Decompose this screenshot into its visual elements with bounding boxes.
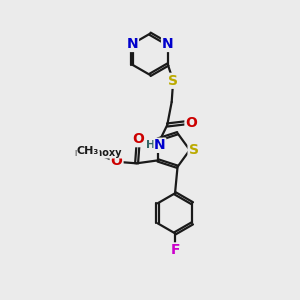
Text: O: O <box>111 154 122 168</box>
Text: O: O <box>133 132 145 146</box>
Text: F: F <box>170 243 180 257</box>
Text: methoxy: methoxy <box>74 148 122 158</box>
Text: CH₃: CH₃ <box>77 146 99 156</box>
Text: S: S <box>168 74 178 88</box>
Text: S: S <box>189 143 199 157</box>
Text: N: N <box>162 37 174 51</box>
Text: O: O <box>185 116 197 130</box>
Text: N: N <box>154 138 166 152</box>
Text: H: H <box>146 140 155 150</box>
Text: N: N <box>126 37 138 51</box>
